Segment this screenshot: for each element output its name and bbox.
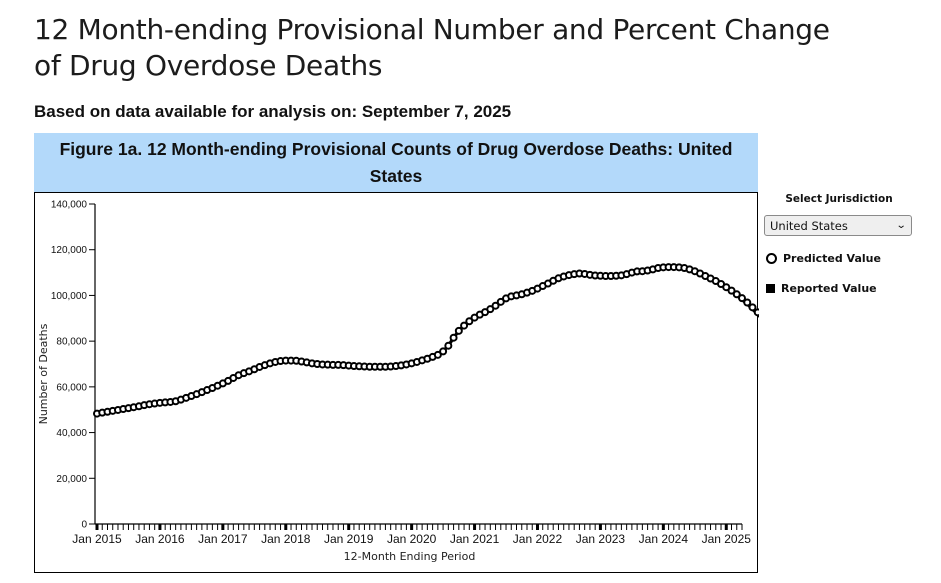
chevron-down-icon: ⌄ [895,220,907,231]
x-tick-label: Jan 2021 [450,532,500,546]
predicted-point [454,326,463,335]
figure-header: Figure 1a. 12 Month-ending Provisional C… [34,133,758,192]
predicted-point [449,333,458,342]
y-tick-label: 140,000 [51,200,88,211]
y-tick-label: 40,000 [56,428,87,439]
predicted-point [486,305,495,314]
legend-item-reported: Reported Value [764,280,914,296]
y-tick-label: 0 [81,520,87,531]
predicted-point [433,350,442,359]
x-tick-label: Jan 2018 [261,532,311,546]
x-axis: Jan 2015 Jan 2016 Jan 2017 Jan 2018 Jan 2019… [72,523,752,546]
predicted-point [465,317,474,326]
y-tick-label: 20,000 [56,474,87,485]
x-tick-label: Jan 2023 [576,532,626,546]
x-tick-label: Jan 2017 [198,532,248,546]
chart-container: 0 20,000 40,000 60,000 80,000 100,000 120,000 1… [34,192,759,573]
open-circle-icon [766,252,777,264]
predicted-point [738,294,746,303]
data-date-subtitle: Based on data available for analysis on:… [34,102,512,121]
x-tick-label: Jan 2016 [135,532,185,546]
x-tick-label: Jan 2019 [324,532,374,546]
x-tick-label: Jan 2022 [513,532,563,546]
filled-square-icon [766,283,775,293]
y-axis-title: Number of Deaths [37,323,50,424]
x-axis-title: 12-Month Ending Period [344,550,476,563]
legend-label: Reported Value [781,281,877,295]
page-title: 12 Month-ending Provisional Number and P… [34,13,830,82]
jurisdiction-selected-value: United States [770,218,848,233]
y-tick-label: 80,000 [56,337,87,348]
predicted-value-points [93,263,759,418]
figure-title: Figure 1a. 12 Month-ending Provisional C… [59,138,733,186]
x-tick-label: Jan 2024 [639,532,689,546]
legend-label: Predicted Value [783,251,881,265]
y-axis: 0 20,000 40,000 60,000 80,000 100,000 120,000 1… [51,200,96,531]
predicted-point [722,283,731,292]
predicted-point [732,290,741,299]
predicted-point [753,308,759,317]
y-tick-label: 120,000 [51,245,88,256]
predicted-point [743,298,752,307]
jurisdiction-select[interactable]: United States ⌄ [764,215,912,236]
x-tick-label: Jan 2020 [387,532,437,546]
x-tick-label: Jan 2015 [72,532,122,546]
chart-controls: Select Jurisdiction United States ⌄ Pred… [764,193,914,296]
x-tick-label: Jan 2025 [702,532,752,546]
predicted-point [496,297,505,306]
predicted-point [491,301,500,310]
predicted-point [444,341,453,350]
predicted-point [460,321,469,330]
y-tick-label: 100,000 [51,291,88,302]
predicted-point [748,303,757,312]
y-tick-label: 60,000 [56,382,87,393]
predicted-point [727,286,736,295]
overdose-deaths-chart: 0 20,000 40,000 60,000 80,000 100,000 120,000 1… [37,200,759,563]
legend-item-predicted: Predicted Value [764,250,914,266]
predicted-point [439,347,448,356]
jurisdiction-label: Select Jurisdiction [785,193,893,205]
